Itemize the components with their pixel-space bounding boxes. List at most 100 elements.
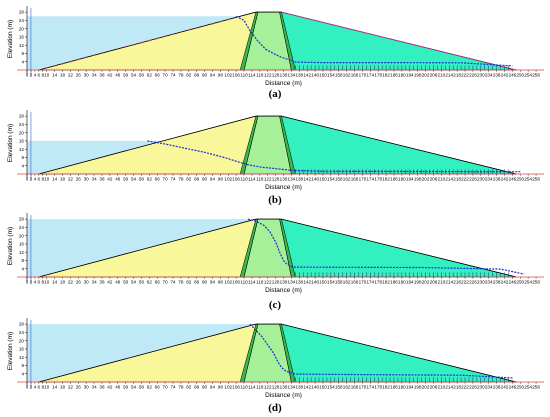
x-tick-label: 206 (430, 280, 438, 285)
y-tick-label: 16 (19, 35, 25, 40)
x-tick-label: 70 (163, 280, 169, 285)
x-tick-label: 2 (30, 177, 33, 182)
x-tick-label: 158 (335, 280, 343, 285)
x-tick-label: 78 (178, 280, 184, 285)
upstream-load-marker (93, 54, 95, 57)
x-tick-label: 178 (374, 177, 382, 182)
y-axis-title: Elevation (m) (7, 227, 14, 265)
x-tick-label: 70 (163, 73, 169, 78)
x-tick-label: 78 (178, 73, 184, 78)
x-tick-label: 230 (477, 280, 485, 285)
x-tick-label: 114 (248, 385, 256, 390)
upstream-load-marker (132, 43, 135, 46)
y-tick-label: 20 (19, 233, 25, 238)
x-tick-label: 166 (351, 280, 359, 285)
x-tick-label: 110 (240, 280, 248, 285)
x-tick-label: 14 (52, 177, 58, 182)
caption-d: (d) (268, 402, 282, 414)
x-tick-label: 10 (44, 177, 50, 182)
x-tick-label: 50 (123, 73, 129, 78)
upstream-load-marker (124, 45, 127, 48)
y-tick-label: 8 (21, 258, 24, 263)
panel-b: 4 8 12 16 20 24 28 0 2 4 6 8 10 14 18 22 26 30 34 38 42 46 50 5… (0, 104, 550, 206)
x-tick-label: 178 (374, 385, 382, 390)
x-tick-label: 8 (42, 177, 45, 182)
x-tick-label: 102 (224, 385, 232, 390)
x-tick-label: 130 (280, 280, 288, 285)
x-tick-label: 30 (84, 73, 90, 78)
x-tick-label: 154 (327, 177, 335, 182)
x-tick-label: 250 (516, 177, 524, 182)
x-tick-label: 210 (438, 177, 446, 182)
x-tick-label: 190 (398, 177, 406, 182)
x-tick-label: 250 (516, 73, 524, 78)
x-tick-label: 162 (343, 177, 351, 182)
x-tick-label: 90 (202, 385, 208, 390)
x-tick-label: 102 (224, 177, 232, 182)
x-tick-label: 218 (453, 385, 461, 390)
x-tick-label: 258 (532, 73, 540, 78)
x-tick-label: 0 (26, 177, 29, 182)
x-tick-label: 158 (335, 177, 343, 182)
x-tick-label: 0 (26, 385, 29, 390)
x-tick-label: 174 (366, 73, 374, 78)
x-tick-label: 18 (60, 280, 66, 285)
x-tick-label: 50 (123, 280, 129, 285)
x-tick-label: 158 (335, 73, 343, 78)
x-tick-label: 198 (414, 385, 422, 390)
x-tick-label: 202 (422, 73, 430, 78)
y-tick-label: 16 (19, 347, 25, 352)
upstream-load-marker (108, 50, 111, 52)
dam-outline (38, 323, 517, 383)
x-tick-label: 2 (30, 280, 33, 285)
x-tick-label: 50 (123, 177, 129, 182)
x-tick-label: 182 (382, 177, 390, 182)
x-tick-label: 258 (532, 177, 540, 182)
x-tick-label: 78 (178, 177, 184, 182)
x-tick-label: 90 (202, 73, 208, 78)
x-tick-label: 230 (477, 177, 485, 182)
x-tick-label: 8 (42, 73, 45, 78)
y-tick-label: 28 (19, 217, 25, 222)
x-tick-label: 4 (34, 177, 37, 182)
downstream-slope-line (281, 11, 517, 71)
x-tick-label: 246 (509, 73, 517, 78)
x-tick-label: 10 (44, 280, 50, 285)
x-tick-label: 6 (38, 280, 41, 285)
x-tick-label: 138 (295, 73, 303, 78)
y-tick-label: 24 (19, 18, 25, 23)
panel-c: 4 8 12 16 20 24 28 0 2 4 6 8 10 14 18 22 26 30 34 38 42 46 50 5… (0, 207, 550, 311)
x-axis-title: Distance (m) (265, 80, 302, 87)
upstream-load-marker (219, 20, 222, 23)
x-tick-label: 162 (343, 385, 351, 390)
x-tick-label: 114 (248, 177, 256, 182)
x-tick-label: 162 (343, 73, 351, 78)
x-tick-label: 22 (68, 73, 74, 78)
y-tick-label: 28 (19, 114, 25, 119)
x-tick-label: 170 (359, 73, 367, 78)
upstream-load-marker (227, 18, 230, 21)
x-tick-label: 226 (469, 177, 477, 182)
x-tick-label: 198 (414, 73, 422, 78)
x-tick-label: 22 (68, 177, 74, 182)
x-tick-label: 234 (485, 385, 493, 390)
upstream-load-marker (77, 58, 80, 61)
x-tick-label: 86 (194, 280, 200, 285)
y-tick-label: 24 (19, 330, 25, 335)
upstream-load-marker (195, 27, 198, 29)
y-tick-label: 8 (21, 51, 24, 56)
x-tick-label: 134 (288, 177, 296, 182)
x-tick-label: 46 (115, 385, 121, 390)
upstream-load-marker (156, 37, 159, 40)
x-tick-label: 230 (477, 385, 485, 390)
x-tick-label: 250 (516, 385, 524, 390)
x-tick-label: 246 (509, 385, 517, 390)
x-tick-label: 186 (390, 385, 398, 390)
x-tick-label: 134 (288, 385, 296, 390)
x-tick-label: 214 (445, 280, 453, 285)
x-tick-label: 110 (240, 177, 248, 182)
x-tick-label: 58 (139, 385, 145, 390)
x-tick-label: 62 (147, 385, 153, 390)
